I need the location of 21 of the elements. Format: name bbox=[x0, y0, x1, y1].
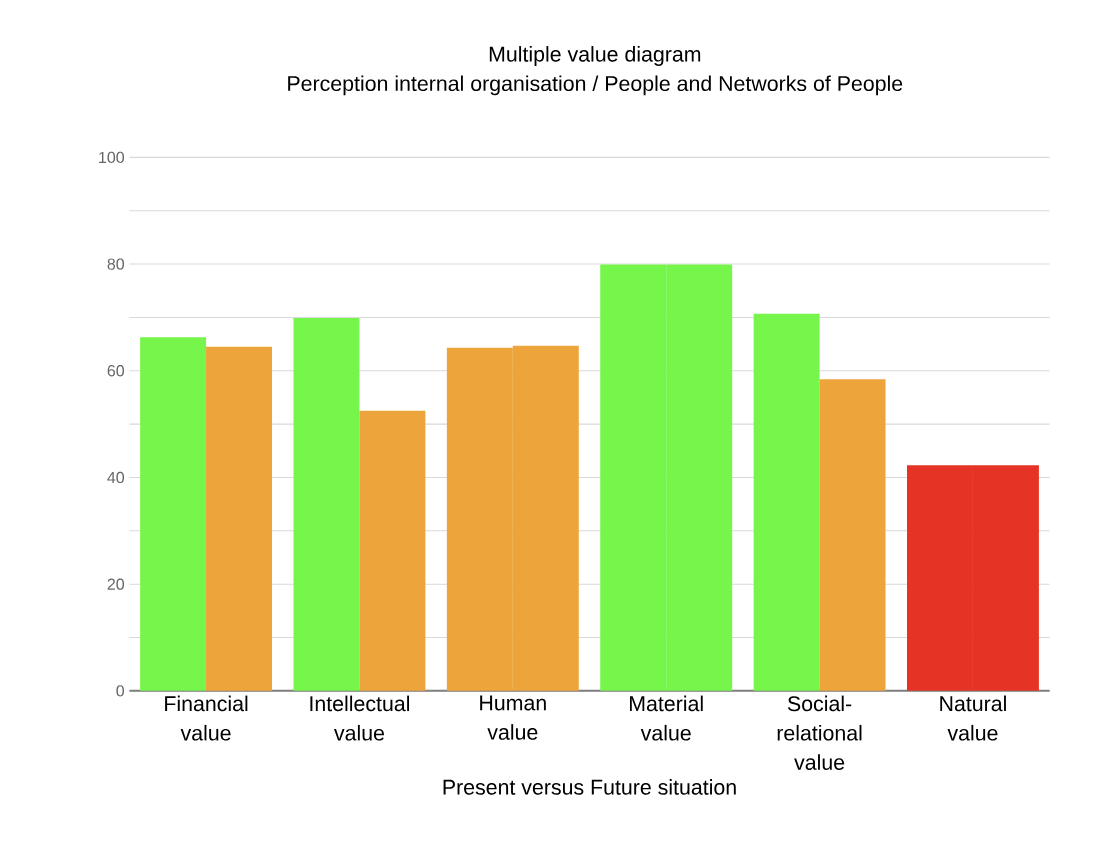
bar bbox=[293, 318, 360, 692]
chart-subtitle: Perception internal organisation / People and Networks of People bbox=[288, 75, 903, 96]
y-tick-label: 20 bbox=[107, 578, 125, 591]
x-tick-label: Human value bbox=[480, 695, 546, 741]
y-tick-label: 80 bbox=[107, 258, 125, 270]
bar bbox=[359, 410, 426, 692]
x-tick-label: Financial value bbox=[165, 695, 248, 741]
bar bbox=[140, 337, 207, 692]
y-tick-label: 60 bbox=[107, 365, 125, 377]
chart-title: Multiple value diagram bbox=[489, 46, 701, 67]
bar bbox=[753, 313, 820, 692]
x-tick-label: Intellectual value bbox=[310, 695, 410, 741]
x-axis-title: Present versus Future situation bbox=[443, 779, 736, 795]
x-tick-label: Social-relational value bbox=[777, 695, 862, 771]
x-tick-label: Material value bbox=[630, 695, 703, 741]
y-tick-label: 40 bbox=[107, 472, 125, 484]
y-tick-label: 0 bbox=[116, 685, 125, 697]
bar bbox=[819, 379, 886, 692]
bar bbox=[206, 346, 273, 692]
x-tick-label: Natural value bbox=[940, 695, 1006, 741]
y-tick-label: 100 bbox=[99, 151, 125, 164]
